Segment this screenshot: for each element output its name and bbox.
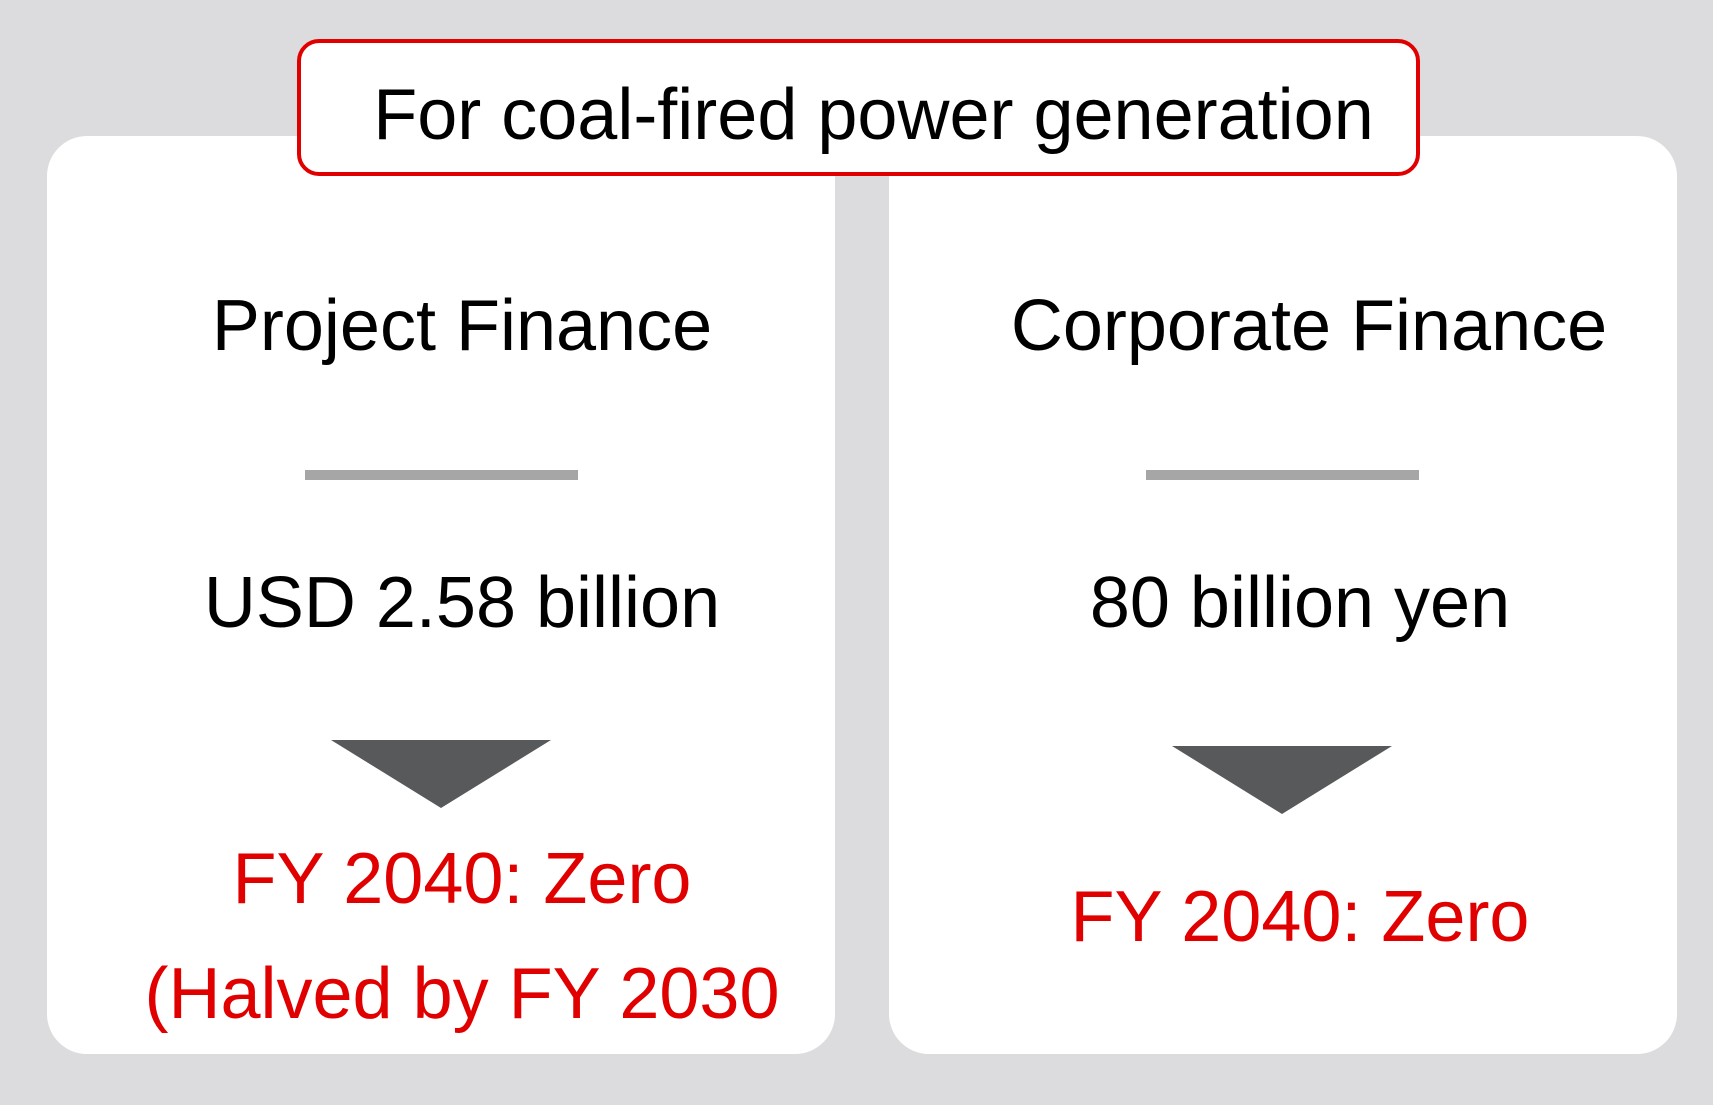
project-finance-note: (Halved by FY 2030 — [144, 954, 780, 1034]
corporate-finance-amount: 80 billion yen — [1089, 563, 1511, 643]
corporate-finance-divider — [1146, 470, 1419, 480]
project-finance-divider — [305, 470, 578, 480]
project-finance-target: FY 2040: Zero — [232, 839, 692, 919]
project-finance-amount: USD 2.58 billion — [203, 563, 721, 643]
project-finance-heading: Project Finance — [211, 286, 713, 366]
project-finance-card — [47, 136, 835, 1054]
corporate-finance-heading: Corporate Finance — [1010, 286, 1608, 366]
corporate-finance-card — [889, 136, 1677, 1054]
corporate-finance-target: FY 2040: Zero — [1070, 877, 1530, 957]
page-title: For coal-fired power generation — [373, 75, 1374, 155]
title-box: For coal-fired power generation — [297, 39, 1420, 176]
down-triangle-arrow-icon — [331, 740, 551, 808]
down-triangle-arrow-icon — [1172, 746, 1392, 814]
